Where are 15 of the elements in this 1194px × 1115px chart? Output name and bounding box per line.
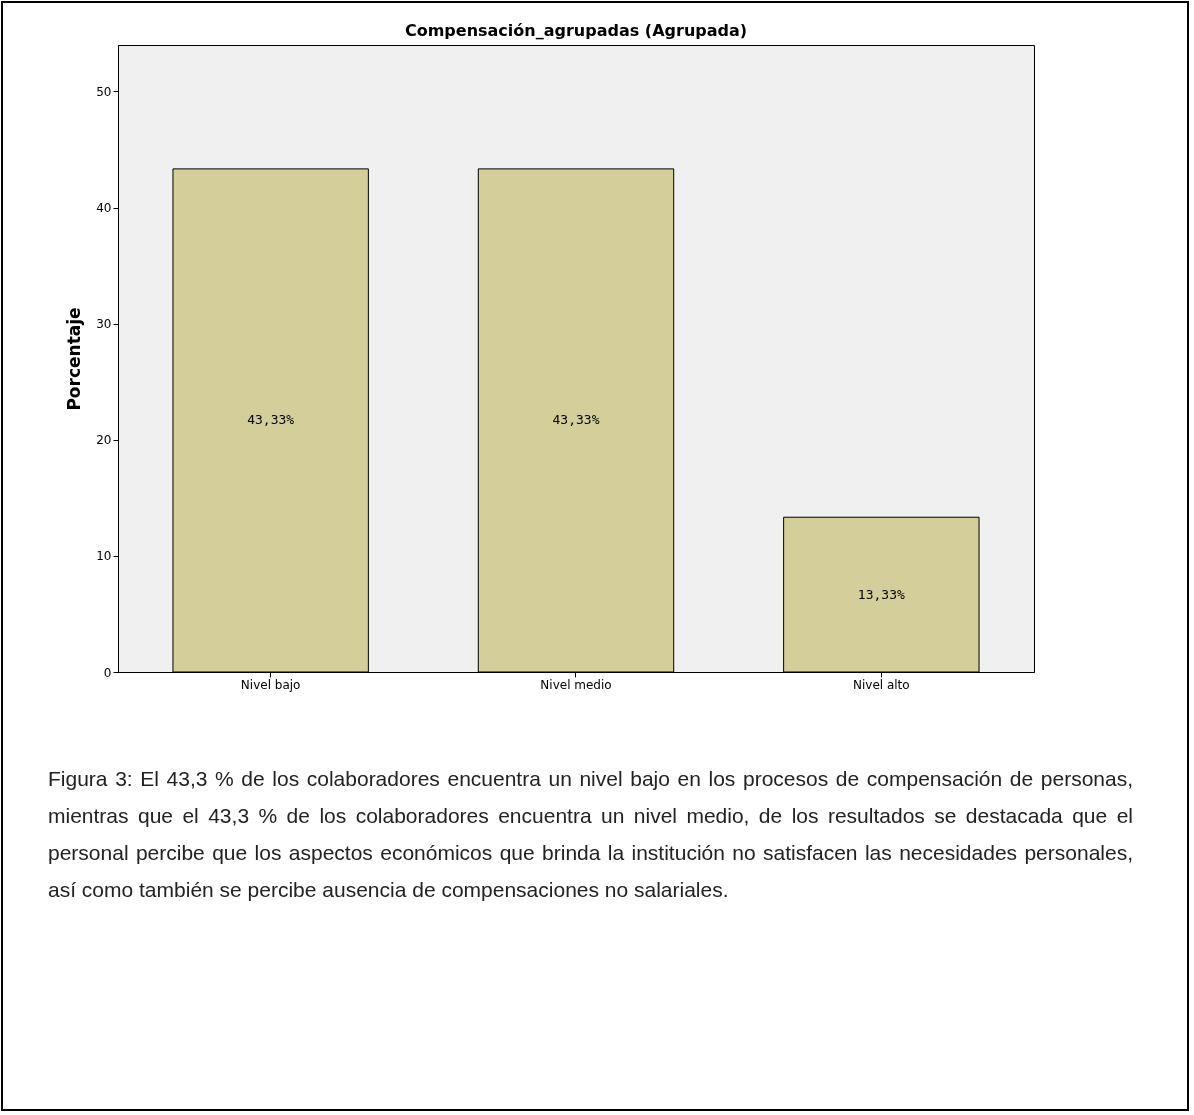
- y-tick-label: 0: [103, 665, 112, 680]
- data-label: 43,33%: [552, 412, 600, 428]
- y-tick-label: 50: [96, 84, 112, 99]
- x-tick-label: Nivel medio: [540, 677, 612, 692]
- data-label: 13,33%: [857, 586, 905, 602]
- x-tick-label: Nivel bajo: [240, 677, 301, 692]
- x-tick-label: Nivel alto: [852, 677, 910, 692]
- y-axis-title: Porcentaje: [64, 307, 85, 411]
- y-tick-label: 10: [96, 549, 112, 564]
- y-tick-label: 30: [96, 317, 112, 332]
- chart-title: Compensación_agrupadas (Agrupada): [404, 21, 748, 40]
- data-label: 43,33%: [247, 412, 295, 428]
- text: Figura 3: El 43,3 % de los colaboradores encuentra un nivel bajo en los procesos de compensación de personas, mientras que el 43,3 % de los colaboradores encuentra un nivel medio, de los resultados se destacada que el personal percibe que los aspectos económicos que brinda la institución no satisfacen las necesidades personales, así como también se percibe ausencia de compensaciones no salariales.: [48, 766, 1133, 903]
- y-tick-label: 40: [96, 201, 112, 216]
- y-tick-label: 20: [96, 433, 112, 448]
